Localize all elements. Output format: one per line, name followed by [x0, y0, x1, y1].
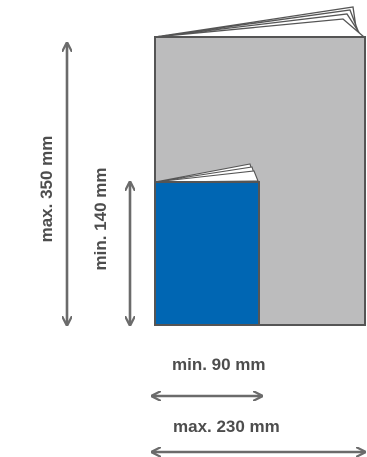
min-height-label: min. 140 mm — [91, 167, 110, 271]
min-width-label: min. 90 mm — [172, 355, 266, 374]
small-book — [154, 163, 260, 326]
max-width-label: max. 230 mm — [173, 417, 280, 436]
large-book-pages — [154, 6, 366, 38]
max-height-label: max. 350 mm — [37, 135, 56, 243]
small-book-cover — [154, 181, 260, 326]
